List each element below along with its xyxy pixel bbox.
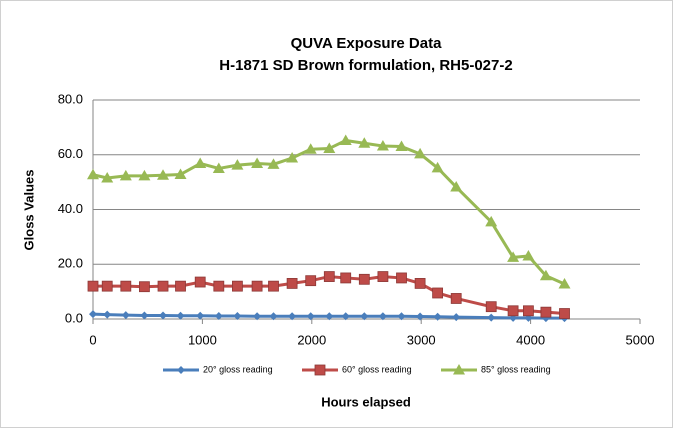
point xyxy=(558,277,571,289)
point xyxy=(213,280,225,292)
point xyxy=(485,301,497,313)
point xyxy=(339,134,352,146)
point xyxy=(340,272,352,284)
point xyxy=(376,139,389,151)
point xyxy=(268,280,279,292)
point xyxy=(196,311,205,320)
point xyxy=(341,312,350,321)
point xyxy=(212,162,225,173)
point xyxy=(487,313,496,322)
point xyxy=(540,306,552,318)
point xyxy=(360,312,369,321)
point xyxy=(269,312,278,321)
point xyxy=(253,312,262,321)
point xyxy=(121,311,130,320)
point xyxy=(194,157,207,169)
point xyxy=(522,250,535,261)
x-tick-label: 2000 xyxy=(297,332,326,347)
point xyxy=(323,271,335,282)
y-tick-label: 20.0 xyxy=(58,256,83,271)
point xyxy=(450,293,462,304)
point xyxy=(176,311,185,320)
point xyxy=(431,161,444,173)
point xyxy=(157,169,170,180)
x-tick-label: 0 xyxy=(89,332,96,347)
point xyxy=(416,312,425,321)
y-tick-label: 0.0 xyxy=(65,310,83,325)
point xyxy=(101,172,114,183)
point xyxy=(304,143,317,154)
point xyxy=(432,287,444,299)
point xyxy=(377,271,389,282)
chart-title: QUVA Exposure Data xyxy=(291,35,443,52)
point xyxy=(325,312,334,321)
point xyxy=(378,312,387,321)
x-axis-title: Hours elapsed xyxy=(321,394,411,409)
point xyxy=(433,312,442,321)
chart-subtitle: H-1871 SD Brown formulation, RH5-027-2 xyxy=(219,57,512,74)
x-tick-label: 3000 xyxy=(407,332,436,347)
point xyxy=(305,275,317,287)
x-tick-label: 5000 xyxy=(626,332,655,347)
point xyxy=(138,169,151,181)
point xyxy=(306,312,315,321)
point xyxy=(87,280,99,292)
point xyxy=(358,137,371,148)
point xyxy=(87,168,99,180)
point xyxy=(119,169,132,181)
point xyxy=(267,158,280,169)
point xyxy=(231,159,244,170)
point xyxy=(539,269,552,281)
point xyxy=(397,312,406,321)
legend-marker xyxy=(177,366,185,374)
legend-marker xyxy=(314,364,326,376)
point xyxy=(251,280,263,292)
legend-label: 60° gloss reading xyxy=(342,364,412,374)
point xyxy=(396,272,407,284)
point xyxy=(159,311,168,320)
point xyxy=(507,251,520,262)
x-tick-label: 4000 xyxy=(516,332,545,347)
y-tick-label: 80.0 xyxy=(58,91,83,106)
legend-label: 20° gloss reading xyxy=(203,364,273,374)
point xyxy=(323,142,336,153)
point xyxy=(194,276,206,288)
point xyxy=(89,310,97,319)
x-tick-label: 1000 xyxy=(188,332,217,347)
point xyxy=(450,181,463,192)
point xyxy=(174,168,187,179)
y-tick-label: 40.0 xyxy=(58,201,83,216)
point xyxy=(251,157,264,169)
point xyxy=(414,147,427,159)
point xyxy=(103,310,112,319)
y-tick-label: 60.0 xyxy=(58,146,83,161)
point xyxy=(233,311,242,320)
point xyxy=(485,215,498,227)
point xyxy=(286,152,299,163)
point xyxy=(101,280,113,292)
point xyxy=(140,311,149,320)
y-axis-title: Gloss Values xyxy=(21,170,36,251)
point xyxy=(507,305,519,317)
legend-marker xyxy=(453,364,465,375)
point xyxy=(452,313,461,322)
point xyxy=(395,140,408,152)
point xyxy=(358,273,370,285)
point xyxy=(120,280,132,292)
point xyxy=(157,280,169,292)
point xyxy=(139,281,150,293)
point xyxy=(523,305,534,317)
point xyxy=(214,311,223,320)
point xyxy=(232,280,243,292)
point xyxy=(414,278,426,289)
point xyxy=(288,312,297,321)
point xyxy=(286,278,298,289)
legend-label: 85° gloss reading xyxy=(481,364,551,374)
point xyxy=(175,280,186,292)
point xyxy=(559,308,570,319)
